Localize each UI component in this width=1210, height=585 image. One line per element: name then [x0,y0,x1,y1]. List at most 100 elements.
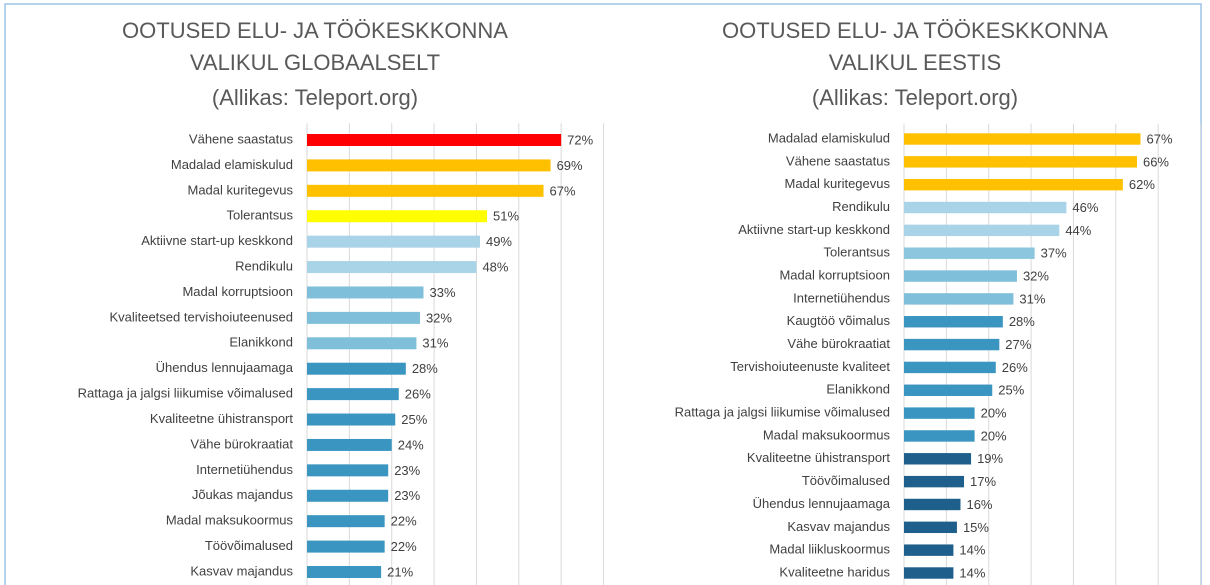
bar [307,362,406,375]
bar [904,453,972,465]
bar [904,201,1067,214]
bar [307,337,417,350]
value-label: 14% [959,543,985,558]
category-label: Internetiühendus [196,462,293,477]
value-label: 69% [557,158,583,173]
bar [307,515,385,528]
bar [307,540,385,553]
bar [307,438,392,451]
value-label: 25% [998,383,1024,398]
bar [307,286,424,299]
bar [904,407,975,419]
value-label: 31% [1019,291,1045,306]
chart-title: OOTUSED ELU- JA TÖÖKESKKONNA [722,18,1108,43]
bar [307,184,544,197]
value-label: 27% [1005,337,1031,352]
value-label: 48% [482,259,508,274]
category-label: Kvaliteetne haridus [779,564,890,579]
value-label: 23% [394,463,420,478]
category-label: Madal kuritegevus [188,182,294,197]
chart-title: VALIKUL EESTIS [829,50,1001,75]
category-label: Aktiivne start-up keskkond [141,233,293,248]
category-label: Madalad elamiskulud [768,130,890,145]
value-label: 26% [1002,360,1028,375]
category-label: Rattaga ja jalgsi liikumise võimalused [675,405,890,420]
category-label: Vähene saastatus [786,153,891,168]
chart-title: (Allikas: Teleport.org) [212,85,418,110]
category-label: Kvaliteetsed tervishoiuteenused [109,309,293,324]
bar [904,384,993,396]
category-label: Kasvav majandus [787,519,890,534]
value-label: 20% [981,406,1007,421]
value-label: 24% [398,437,424,452]
category-label: Tervishoiuteenuste kvaliteet [730,359,890,374]
bar [307,489,389,502]
category-label: Töövõimalused [205,538,293,553]
category-label: Töövõimalused [802,473,890,488]
category-label: Kvaliteetne ühistransport [747,450,890,465]
category-label: Tolerantsus [227,208,294,223]
value-label: 46% [1072,200,1098,215]
bar [904,316,1003,328]
value-label: 20% [981,428,1007,443]
category-label: Vähe bürokraatiat [787,336,890,351]
bar [904,475,965,488]
value-label: 49% [486,234,512,249]
value-label: 22% [391,539,417,554]
value-label: 33% [429,285,455,300]
chart-title: VALIKUL GLOBAALSELT [190,50,440,75]
bar [307,464,389,477]
category-label: Madal liikluskoormus [769,542,890,557]
category-label: Elanikkond [229,335,293,350]
category-label: Rendikulu [235,258,293,273]
bar [904,224,1060,237]
value-label: 62% [1129,177,1155,192]
category-label: Internetiühendus [793,290,890,305]
category-label: Aktiivne start-up keskkond [738,222,890,237]
value-label: 31% [422,336,448,351]
bar [904,361,996,374]
category-label: Jõukas majandus [192,487,294,502]
chart-title: (Allikas: Teleport.org) [812,85,1018,110]
value-label: 28% [1009,314,1035,329]
value-label: 32% [426,310,452,325]
value-label: 67% [550,183,576,198]
value-label: 22% [391,514,417,529]
value-label: 23% [394,488,420,503]
value-label: 25% [401,412,427,427]
bar [307,210,488,223]
category-label: Tolerantsus [824,245,891,260]
bar [307,566,382,578]
value-label: 26% [405,387,431,402]
category-label: Kvaliteetne ühistransport [150,411,293,426]
category-label: Madalad elamiskulud [171,157,293,172]
value-label: 37% [1041,246,1067,261]
value-label: 21% [387,564,413,579]
category-label: Madal maksukoormus [763,427,891,442]
category-label: Elanikkond [826,382,890,397]
category-label: Madal korruptsioon [779,267,890,282]
bar [904,178,1123,191]
bar [307,235,480,248]
bar [307,311,420,324]
category-label: Madal korruptsioon [182,284,293,299]
bar [307,134,562,146]
value-label: 14% [959,565,985,580]
value-label: 32% [1023,268,1049,283]
value-label: 72% [567,132,593,147]
value-label: 51% [493,209,519,224]
category-label: Ühendus lennujaamaga [753,496,891,511]
bar [904,521,957,534]
bar [904,156,1137,168]
value-label: 16% [966,497,992,512]
bar [307,388,399,401]
bar [307,413,396,426]
value-label: 15% [963,520,989,535]
bar [307,261,477,274]
category-label: Madal maksukoormus [166,513,294,528]
category-label: Vähe bürokraatiat [190,436,293,451]
bar [307,159,551,172]
bar [904,498,961,511]
category-label: Rendikulu [832,199,890,214]
